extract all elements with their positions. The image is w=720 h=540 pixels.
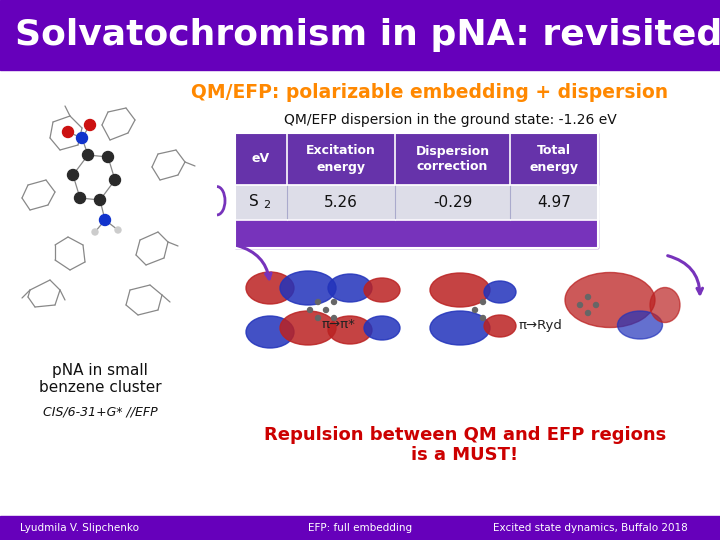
- Text: CIS/6-31+G* //EFP: CIS/6-31+G* //EFP: [42, 406, 157, 419]
- Text: 4.97: 4.97: [537, 195, 571, 210]
- Text: π→Ryd: π→Ryd: [518, 319, 562, 332]
- Text: QM/EFP dispersion in the ground state: -1.26 eV: QM/EFP dispersion in the ground state: -…: [284, 113, 616, 127]
- Text: π→π*: π→π*: [321, 319, 355, 332]
- Ellipse shape: [484, 315, 516, 337]
- Bar: [235, 220, 598, 248]
- Ellipse shape: [650, 287, 680, 322]
- Circle shape: [63, 126, 73, 138]
- Text: Excitation
energy: Excitation energy: [306, 145, 376, 173]
- Circle shape: [94, 194, 106, 206]
- Bar: [2, 148, 222, 514]
- Text: Dispersion
correction: Dispersion correction: [415, 145, 490, 173]
- Circle shape: [102, 152, 114, 163]
- Ellipse shape: [618, 311, 662, 339]
- Text: benzene cluster: benzene cluster: [39, 380, 161, 395]
- Bar: [287, 133, 395, 185]
- Ellipse shape: [364, 316, 400, 340]
- Ellipse shape: [565, 273, 655, 327]
- Circle shape: [74, 192, 86, 204]
- Text: Repulsion between QM and EFP regions: Repulsion between QM and EFP regions: [264, 426, 666, 444]
- Text: 2: 2: [263, 200, 270, 211]
- Bar: [0, 0, 720, 70]
- Ellipse shape: [328, 274, 372, 302]
- Circle shape: [76, 132, 88, 144]
- Text: 5.26: 5.26: [324, 195, 358, 210]
- Circle shape: [593, 302, 598, 307]
- Circle shape: [99, 214, 110, 226]
- Bar: [0, 516, 720, 540]
- Circle shape: [315, 300, 320, 305]
- Circle shape: [68, 170, 78, 180]
- Circle shape: [577, 302, 582, 307]
- Ellipse shape: [280, 311, 336, 345]
- Ellipse shape: [430, 273, 490, 307]
- Text: Lyudmila V. Slipchenko: Lyudmila V. Slipchenko: [20, 523, 140, 533]
- Ellipse shape: [246, 316, 294, 348]
- Circle shape: [307, 307, 312, 313]
- Text: QM/EFP: polarizable embedding + dispersion: QM/EFP: polarizable embedding + dispersi…: [192, 83, 669, 102]
- Circle shape: [585, 294, 590, 300]
- Circle shape: [115, 227, 121, 233]
- Circle shape: [315, 315, 320, 321]
- Circle shape: [585, 310, 590, 315]
- Ellipse shape: [328, 316, 372, 344]
- Text: EFP: full embedding: EFP: full embedding: [308, 523, 412, 533]
- Text: Solvatochromism in p​NA: revisited: Solvatochromism in p​NA: revisited: [15, 18, 720, 52]
- Text: is a MUST!: is a MUST!: [411, 446, 518, 464]
- Ellipse shape: [484, 281, 516, 303]
- Bar: [510, 185, 598, 220]
- Bar: [235, 133, 287, 185]
- Ellipse shape: [280, 271, 336, 305]
- Circle shape: [331, 300, 336, 305]
- Ellipse shape: [430, 311, 490, 345]
- Circle shape: [84, 119, 96, 131]
- Text: Excited state dynamics, Buffalo 2018: Excited state dynamics, Buffalo 2018: [492, 523, 688, 533]
- Text: S: S: [249, 194, 259, 209]
- Bar: [235, 185, 287, 220]
- Bar: [510, 133, 598, 185]
- Ellipse shape: [246, 272, 294, 304]
- Circle shape: [109, 174, 120, 186]
- Circle shape: [480, 300, 485, 305]
- Ellipse shape: [364, 278, 400, 302]
- Text: -0.29: -0.29: [433, 195, 472, 210]
- Circle shape: [92, 229, 98, 235]
- Circle shape: [480, 315, 485, 321]
- Bar: [395, 185, 510, 220]
- Text: p​NA in small: p​NA in small: [52, 362, 148, 377]
- Text: Total
energy: Total energy: [529, 145, 578, 173]
- Circle shape: [83, 150, 94, 160]
- Circle shape: [331, 315, 336, 321]
- Bar: [287, 185, 395, 220]
- Bar: [395, 133, 510, 185]
- Text: eV: eV: [252, 152, 270, 165]
- Circle shape: [472, 307, 477, 313]
- Circle shape: [323, 307, 328, 313]
